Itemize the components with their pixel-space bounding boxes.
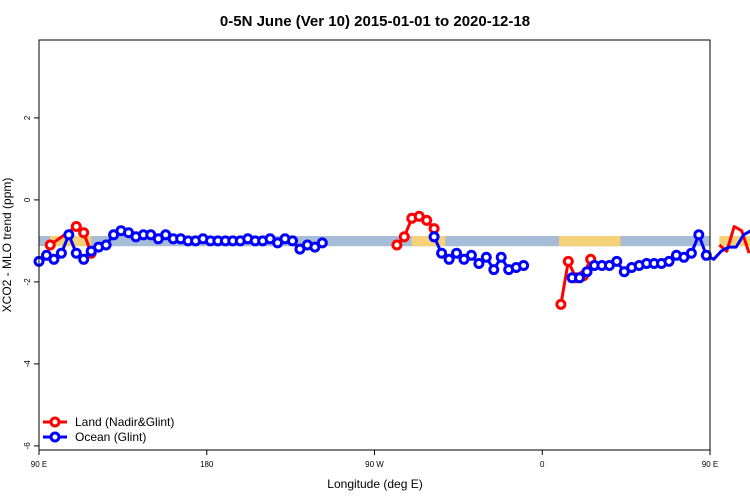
series-1-point [316, 237, 328, 249]
series-1-point [574, 272, 585, 284]
series-1-point [693, 229, 705, 241]
series-0-point [44, 239, 56, 251]
series-1-point [78, 253, 90, 265]
y-tick-label: -2 [23, 278, 32, 286]
series-0-point [70, 221, 82, 232]
y-tick-label: -6 [23, 442, 32, 450]
series-1-point [436, 247, 448, 259]
series-1-point [495, 251, 507, 263]
series-1-point [63, 229, 75, 241]
series-1-point [488, 264, 500, 276]
series-1-point [473, 258, 485, 269]
x-tick-label: 90 W [365, 460, 384, 469]
series-1 [33, 225, 750, 284]
series-1-point [663, 255, 675, 267]
series-1-point [428, 231, 440, 243]
y-tick-label: 2 [23, 115, 32, 120]
x-tick-label: 0 [540, 460, 545, 469]
series-1-point [443, 253, 455, 265]
land-patch-1 [411, 235, 446, 247]
y-tick-label: 0 [23, 197, 32, 202]
series-1-point [287, 235, 298, 247]
series-0-point [78, 227, 90, 239]
series-1-point [581, 266, 593, 278]
series-1-point [70, 247, 82, 259]
series-1-point [685, 247, 697, 259]
legend: Land (Nadir&Glint) Ocean (Glint) [43, 415, 174, 444]
series-1-point [518, 260, 530, 271]
series-1-point [611, 255, 623, 267]
series-0-point [391, 239, 403, 251]
x-tick-label: 90 E [702, 460, 718, 469]
y-tick-label: -4 [23, 360, 32, 368]
series-0-point [421, 214, 433, 226]
legend-land-label: Land (Nadir&Glint) [75, 415, 174, 429]
legend-ocean-label: Ocean (Glint) [75, 430, 146, 444]
x-tick-label: 180 [200, 460, 214, 469]
series-1-point [451, 247, 462, 259]
land-patch-2 [559, 235, 621, 247]
series-1-point [480, 251, 492, 263]
series-1-point [48, 253, 60, 265]
legend-land-marker [49, 416, 61, 428]
x-tick-label: 90 E [31, 460, 47, 469]
series-1-point [55, 247, 67, 259]
x-axis-label: Longitude (deg E) [327, 477, 422, 491]
chart-title: 0-5N June (Ver 10) 2015-01-01 to 2020-12… [220, 13, 530, 30]
band [39, 235, 710, 247]
series-0-point [555, 298, 567, 310]
series-1-point [100, 239, 112, 251]
series-1-point [700, 249, 712, 261]
y-axis-label: XCO2 - MLO trend (ppm) [0, 178, 14, 313]
series-0-point [562, 255, 574, 267]
legend-ocean-marker [49, 431, 61, 443]
land-patch-3 [719, 235, 750, 247]
series-0-point [398, 231, 410, 243]
series-1-point [465, 249, 477, 261]
